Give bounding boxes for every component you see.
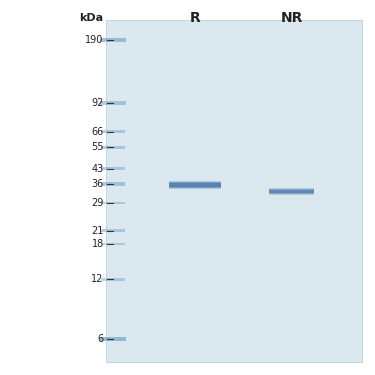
Text: 43: 43 [92, 164, 104, 174]
FancyBboxPatch shape [169, 182, 221, 188]
FancyBboxPatch shape [106, 20, 363, 363]
FancyBboxPatch shape [269, 190, 314, 194]
FancyBboxPatch shape [101, 183, 125, 186]
Text: 36: 36 [92, 179, 104, 189]
FancyBboxPatch shape [169, 183, 221, 188]
FancyBboxPatch shape [100, 38, 126, 42]
Text: R: R [190, 11, 200, 25]
FancyBboxPatch shape [101, 201, 125, 204]
Text: 6: 6 [98, 334, 104, 344]
FancyBboxPatch shape [269, 189, 314, 194]
Text: 29: 29 [92, 198, 104, 208]
Text: 66: 66 [92, 127, 104, 136]
FancyBboxPatch shape [101, 146, 125, 149]
FancyBboxPatch shape [169, 181, 221, 189]
FancyBboxPatch shape [101, 278, 125, 280]
FancyBboxPatch shape [101, 167, 125, 170]
FancyBboxPatch shape [101, 243, 125, 245]
Text: kDa: kDa [80, 12, 104, 22]
Text: 55: 55 [91, 142, 104, 153]
FancyBboxPatch shape [100, 338, 126, 341]
FancyBboxPatch shape [269, 188, 314, 195]
Text: 92: 92 [92, 98, 104, 108]
Text: 12: 12 [92, 274, 104, 284]
FancyBboxPatch shape [101, 229, 125, 232]
Text: 190: 190 [86, 35, 104, 45]
Text: 18: 18 [92, 239, 104, 249]
FancyBboxPatch shape [100, 101, 126, 105]
FancyBboxPatch shape [101, 130, 125, 133]
Text: NR: NR [280, 11, 303, 25]
Text: 21: 21 [92, 226, 104, 236]
